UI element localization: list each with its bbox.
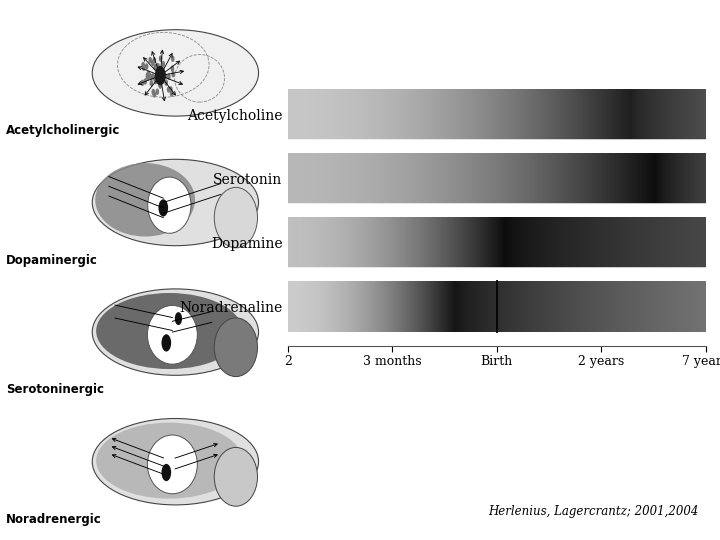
Circle shape: [171, 56, 174, 62]
Ellipse shape: [215, 318, 258, 376]
Circle shape: [171, 65, 174, 72]
Circle shape: [155, 66, 166, 85]
Circle shape: [151, 59, 155, 66]
Circle shape: [159, 55, 163, 62]
Ellipse shape: [92, 289, 258, 375]
Circle shape: [161, 61, 165, 68]
Circle shape: [149, 74, 153, 80]
Circle shape: [158, 83, 162, 89]
Circle shape: [151, 89, 155, 95]
Circle shape: [140, 79, 144, 86]
Circle shape: [154, 64, 158, 71]
Circle shape: [146, 74, 150, 80]
Text: Dopaminergic: Dopaminergic: [6, 254, 98, 267]
Circle shape: [156, 63, 160, 69]
Circle shape: [160, 71, 163, 78]
Circle shape: [161, 77, 164, 84]
Circle shape: [161, 334, 171, 352]
Circle shape: [171, 71, 175, 77]
Circle shape: [158, 81, 161, 87]
Ellipse shape: [92, 418, 258, 505]
Circle shape: [154, 78, 158, 84]
Circle shape: [153, 91, 156, 98]
Circle shape: [153, 57, 156, 64]
Circle shape: [148, 72, 151, 79]
Circle shape: [156, 65, 160, 71]
Circle shape: [150, 80, 153, 86]
Text: Herlenius, Lagercrantz; 2001,2004: Herlenius, Lagercrantz; 2001,2004: [488, 505, 698, 518]
Circle shape: [145, 73, 149, 79]
Circle shape: [156, 89, 159, 95]
Circle shape: [161, 464, 171, 481]
Ellipse shape: [148, 177, 191, 233]
Ellipse shape: [92, 159, 258, 246]
Text: Noradrenergic: Noradrenergic: [6, 513, 102, 526]
Ellipse shape: [96, 423, 243, 498]
Circle shape: [142, 64, 145, 71]
Ellipse shape: [95, 163, 195, 237]
Text: Serotoninergic: Serotoninergic: [6, 383, 104, 396]
Circle shape: [146, 71, 150, 77]
Circle shape: [153, 75, 156, 82]
Circle shape: [158, 199, 168, 217]
Circle shape: [175, 312, 182, 325]
Circle shape: [167, 73, 171, 80]
Circle shape: [164, 79, 168, 86]
Circle shape: [163, 73, 167, 79]
Circle shape: [145, 63, 148, 70]
Ellipse shape: [148, 435, 197, 494]
Circle shape: [167, 86, 171, 93]
Circle shape: [153, 64, 157, 70]
Circle shape: [170, 90, 174, 97]
Text: Acetylcholinergic: Acetylcholinergic: [6, 124, 120, 137]
Ellipse shape: [148, 306, 197, 364]
Ellipse shape: [96, 293, 243, 369]
Circle shape: [141, 62, 145, 68]
Circle shape: [151, 73, 155, 80]
Ellipse shape: [92, 30, 258, 116]
Ellipse shape: [215, 448, 258, 506]
Circle shape: [169, 86, 173, 93]
Circle shape: [143, 78, 147, 85]
Circle shape: [148, 57, 152, 63]
Circle shape: [161, 73, 165, 80]
Ellipse shape: [215, 187, 258, 248]
